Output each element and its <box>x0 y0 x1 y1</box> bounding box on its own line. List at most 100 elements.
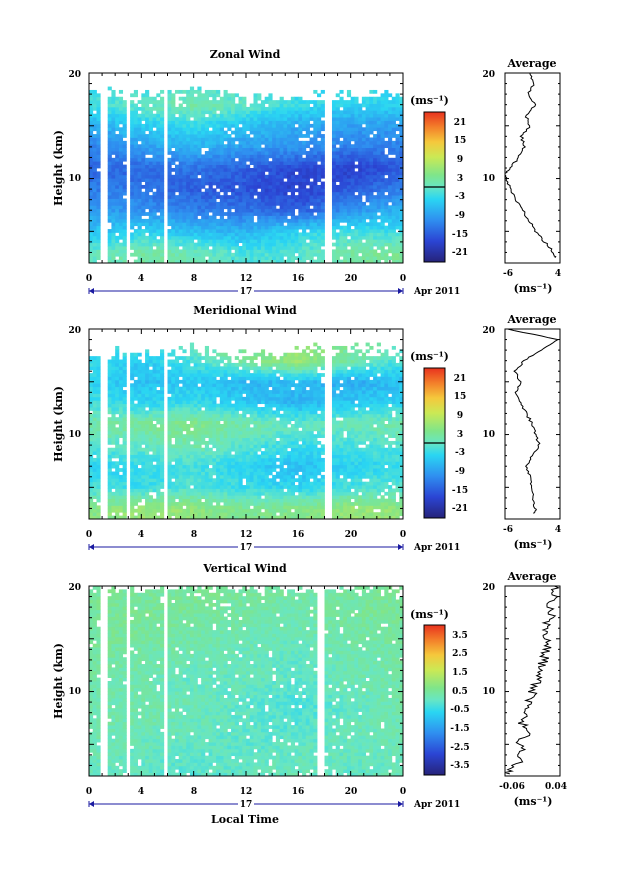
heatmap-cell <box>167 437 172 442</box>
heatmap-cell <box>365 212 370 216</box>
heatmap-cell <box>249 113 254 118</box>
heatmap-cell <box>343 201 348 206</box>
heatmap-cell <box>231 205 236 210</box>
heatmap-cell <box>380 215 385 220</box>
heatmap-cell <box>253 188 258 193</box>
heatmap-cell <box>137 417 142 421</box>
heatmap-cell <box>268 208 273 213</box>
heatmap-cell <box>238 96 243 101</box>
heatmap-cell <box>260 191 266 196</box>
heatmap-cell <box>137 188 142 193</box>
heatmap-cell <box>115 134 120 138</box>
heatmap-cell <box>219 252 224 257</box>
heatmap-cell <box>145 352 150 357</box>
heatmap-cell <box>148 427 153 432</box>
heatmap-cell <box>350 242 355 247</box>
heatmap-cell <box>388 208 393 213</box>
heatmap-cell <box>331 130 337 135</box>
heatmap-cell <box>182 471 187 476</box>
heatmap-cell <box>287 144 292 149</box>
heatmap-cell <box>96 478 101 483</box>
heatmap-cell <box>118 164 124 169</box>
heatmap-cell <box>219 205 224 210</box>
heatmap-cell <box>141 424 146 428</box>
heatmap-cell <box>317 140 322 145</box>
heatmap-cell <box>178 508 183 513</box>
heatmap-cell <box>160 478 165 483</box>
heatmap-cell <box>373 151 378 155</box>
heatmap-cell <box>361 127 367 132</box>
heatmap-cell <box>283 174 288 179</box>
heatmap-cell <box>260 168 266 172</box>
heatmap-cell <box>189 512 195 516</box>
heatmap-cell <box>167 127 172 132</box>
heatmap-cell <box>279 96 284 101</box>
heatmap-cell <box>227 164 232 169</box>
heatmap-cell <box>290 218 295 223</box>
heatmap-cell <box>231 191 236 196</box>
heatmap-cell <box>384 134 389 138</box>
heatmap-cell <box>197 191 202 196</box>
heatmap-cell <box>216 222 221 227</box>
heatmap-cell <box>309 164 314 169</box>
heatmap-cell <box>253 222 258 227</box>
heatmap-cell <box>283 110 288 115</box>
heatmap-cell <box>257 178 262 182</box>
heatmap-cell <box>317 212 322 216</box>
heatmap-cell <box>264 205 269 210</box>
heatmap-cell <box>257 249 262 254</box>
heatmap-cell <box>264 144 269 149</box>
heatmap-cell <box>320 256 325 260</box>
heatmap-cell <box>395 164 400 169</box>
heatmap-cell <box>174 386 180 391</box>
heatmap-cell <box>92 181 97 186</box>
heatmap-cell <box>115 362 120 367</box>
heatmap-cell <box>290 215 295 220</box>
heatmap-cell <box>156 242 161 247</box>
heatmap-cell <box>272 218 277 223</box>
heatmap-cell <box>193 379 198 384</box>
heatmap-cell <box>249 191 254 196</box>
heatmap-cell <box>204 246 210 250</box>
heatmap-cell <box>294 229 299 233</box>
heatmap-cell <box>107 168 112 172</box>
heatmap-cell <box>193 198 198 203</box>
heatmap-cell <box>272 110 277 115</box>
heatmap-cell <box>89 222 94 227</box>
heatmap-cell <box>380 147 385 152</box>
heatmap-cell <box>395 184 400 189</box>
heatmap-cell <box>249 106 254 111</box>
heatmap-cell <box>171 420 176 425</box>
heatmap-cell <box>115 205 120 210</box>
heatmap-cell <box>178 440 183 445</box>
heatmap-cell <box>313 89 318 94</box>
heatmap-cell <box>305 246 310 250</box>
heatmap-cell <box>111 208 116 213</box>
heatmap-cell <box>182 491 187 496</box>
heatmap-cell <box>201 103 206 108</box>
heatmap-cell <box>145 390 150 394</box>
heatmap-cell <box>178 468 183 472</box>
heatmap-cell <box>279 127 284 132</box>
heatmap-cell <box>115 396 120 401</box>
heatmap-cell <box>167 485 172 489</box>
heatmap-cell <box>193 356 198 360</box>
heatmap-cell <box>227 137 232 142</box>
heatmap-cell <box>182 161 187 165</box>
heatmap-cell <box>152 417 157 421</box>
heatmap-cell <box>223 123 228 128</box>
heatmap-cell <box>242 232 247 237</box>
heatmap-cell <box>118 171 124 176</box>
heatmap-cell <box>376 140 381 145</box>
heatmap-cell <box>186 444 191 449</box>
heatmap-cell <box>279 208 284 213</box>
heatmap-cell <box>137 379 142 384</box>
heatmap-cell <box>384 100 389 104</box>
heatmap-cell <box>186 379 191 384</box>
heatmap-cell <box>193 164 198 169</box>
heatmap-cell <box>89 117 94 121</box>
heatmap-cell <box>178 134 183 138</box>
heatmap-cell <box>264 130 269 135</box>
heatmap-cell <box>130 188 135 193</box>
heatmap-cell <box>219 178 224 182</box>
